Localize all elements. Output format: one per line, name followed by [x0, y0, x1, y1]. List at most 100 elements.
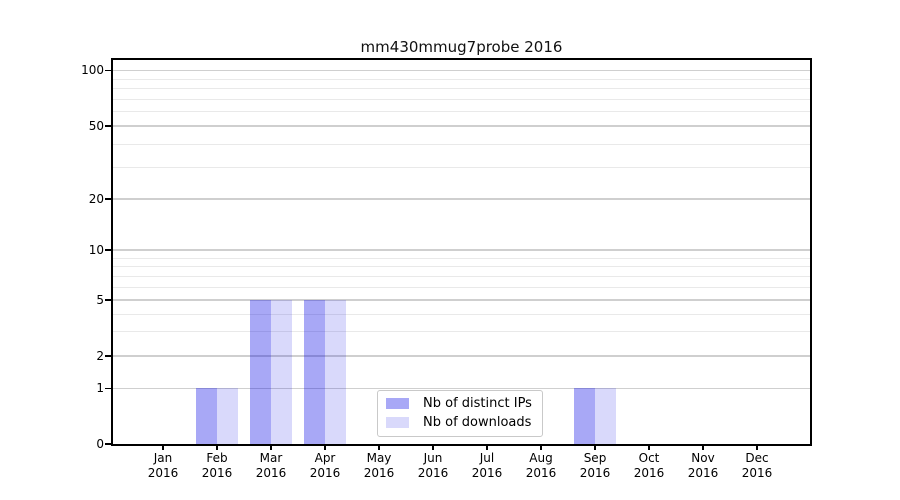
gridline-minor-6 — [113, 286, 810, 288]
legend-box: Nb of distinct IPs Nb of downloads — [377, 390, 543, 437]
gridline-major-5 — [113, 299, 810, 301]
x-tick-year-jul-2016: 2016 — [471, 466, 503, 480]
legend-row-nb-of-downloads: Nb of downloads — [386, 415, 532, 430]
chart-title: mm430mmug7probe 2016 — [360, 38, 563, 56]
plot-area: Nb of distinct IPs Nb of downloads — [111, 58, 812, 446]
bar-nb-of-downloads-feb-2016 — [217, 388, 238, 444]
x-tick-label-mar-2016: Mar 2016 — [241, 451, 301, 481]
x-tick-year-sep-2016: 2016 — [579, 466, 611, 480]
y-tick-mark-0 — [105, 443, 111, 445]
x-tick-year-jan-2016: 2016 — [147, 466, 179, 480]
x-tick-month-jan-2016: Jan — [153, 451, 173, 465]
x-tick-mark-oct-2016 — [648, 446, 650, 450]
x-tick-year-may-2016: 2016 — [363, 466, 395, 480]
x-tick-month-oct-2016: Oct — [638, 451, 660, 465]
x-tick-label-jun-2016: Jun 2016 — [403, 451, 463, 481]
gridline-minor-80 — [113, 88, 810, 90]
x-tick-label-apr-2016: Apr 2016 — [295, 451, 355, 481]
x-tick-label-aug-2016: Aug 2016 — [511, 451, 571, 481]
x-tick-month-aug-2016: Aug — [529, 451, 553, 465]
gridline-minor-70 — [113, 99, 810, 101]
gridline-minor-3 — [113, 331, 810, 333]
gridline-minor-9 — [113, 257, 810, 259]
y-tick-label-50: 50 — [88, 119, 104, 134]
y-tick-label-2: 2 — [96, 349, 104, 364]
x-tick-label-sep-2016: Sep 2016 — [565, 451, 625, 481]
legend-row-nb-of-distinct-ips: Nb of distinct IPs — [386, 396, 532, 411]
gridline-minor-40 — [113, 143, 810, 145]
x-tick-year-mar-2016: 2016 — [255, 466, 287, 480]
x-tick-mark-may-2016 — [378, 446, 380, 450]
gridline-major-1 — [113, 387, 810, 389]
y-tick-mark-10 — [105, 249, 111, 251]
y-tick-mark-2 — [105, 355, 111, 357]
x-tick-month-jul-2016: Jul — [479, 451, 495, 465]
x-tick-mark-feb-2016 — [216, 446, 218, 450]
x-tick-mark-dec-2016 — [756, 446, 758, 450]
gridline-minor-60 — [113, 111, 810, 113]
y-tick-label-100: 100 — [81, 63, 104, 78]
legend-swatch-nb-of-downloads — [386, 417, 409, 428]
x-tick-month-sep-2016: Sep — [583, 451, 607, 465]
gridline-minor-7 — [113, 275, 810, 277]
y-tick-mark-1 — [105, 387, 111, 390]
x-tick-mark-aug-2016 — [540, 446, 542, 450]
y-tick-mark-100 — [105, 69, 111, 72]
x-tick-year-feb-2016: 2016 — [201, 466, 233, 480]
x-tick-month-feb-2016: Feb — [206, 451, 228, 465]
x-tick-label-feb-2016: Feb 2016 — [187, 451, 247, 481]
bar-nb-of-downloads-sep-2016 — [595, 388, 616, 444]
gridline-major-20 — [113, 198, 810, 200]
bar-nb-of-downloads-apr-2016 — [325, 300, 346, 444]
y-tick-label-10: 10 — [88, 243, 104, 258]
x-tick-mark-jun-2016 — [432, 446, 434, 450]
x-tick-month-may-2016: May — [366, 451, 392, 465]
y-tick-mark-50 — [105, 125, 111, 127]
gridline-minor-30 — [113, 166, 810, 168]
x-tick-year-apr-2016: 2016 — [309, 466, 341, 480]
x-tick-mark-jan-2016 — [162, 446, 164, 450]
y-tick-label-5: 5 — [96, 293, 104, 307]
x-tick-label-jul-2016: Jul 2016 — [457, 451, 517, 481]
x-tick-month-jun-2016: Jun — [423, 451, 443, 465]
x-tick-year-oct-2016: 2016 — [633, 466, 665, 480]
y-tick-mark-5 — [105, 299, 111, 301]
y-tick-label-1: 1 — [96, 381, 104, 396]
x-tick-mark-apr-2016 — [324, 446, 326, 450]
bar-nb-of-downloads-mar-2016 — [271, 300, 292, 444]
gridline-minor-4 — [113, 313, 810, 315]
x-tick-label-nov-2016: Nov 2016 — [673, 451, 733, 481]
x-tick-label-dec-2016: Dec 2016 — [727, 451, 787, 481]
gridline-major-50 — [113, 125, 810, 127]
bar-nb-of-distinct-ips-mar-2016 — [250, 300, 271, 444]
gridline-minor-8 — [113, 266, 810, 268]
gridline-major-2 — [113, 355, 810, 357]
legend-label-nb-of-distinct-ips: Nb of distinct IPs — [423, 396, 532, 411]
x-tick-label-may-2016: May 2016 — [349, 451, 409, 481]
x-tick-year-dec-2016: 2016 — [741, 466, 773, 480]
y-tick-label-20: 20 — [88, 192, 104, 206]
bar-nb-of-distinct-ips-feb-2016 — [196, 388, 217, 444]
gridline-major-100 — [113, 69, 810, 71]
gridline-minor-90 — [113, 78, 810, 80]
x-tick-label-jan-2016: Jan 2016 — [133, 451, 193, 481]
x-tick-mark-sep-2016 — [594, 446, 596, 450]
y-tick-mark-20 — [105, 198, 111, 200]
x-tick-mark-jul-2016 — [486, 446, 488, 450]
x-tick-mark-nov-2016 — [702, 446, 704, 450]
x-tick-mark-mar-2016 — [270, 446, 272, 450]
x-tick-year-jun-2016: 2016 — [417, 466, 449, 480]
gridline-major-10 — [113, 249, 810, 251]
x-tick-year-nov-2016: 2016 — [687, 466, 719, 480]
x-tick-month-dec-2016: Dec — [745, 451, 769, 465]
x-tick-month-apr-2016: Apr — [314, 451, 336, 465]
y-tick-label-0: 0 — [96, 437, 104, 451]
x-tick-label-oct-2016: Oct 2016 — [619, 451, 679, 481]
legend-swatch-nb-of-distinct-ips — [386, 398, 409, 409]
x-tick-month-nov-2016: Nov — [691, 451, 715, 465]
legend-label-nb-of-downloads: Nb of downloads — [423, 415, 532, 430]
bar-nb-of-distinct-ips-apr-2016 — [304, 300, 325, 444]
bar-nb-of-distinct-ips-sep-2016 — [574, 388, 595, 444]
x-tick-month-mar-2016: Mar — [259, 451, 283, 465]
